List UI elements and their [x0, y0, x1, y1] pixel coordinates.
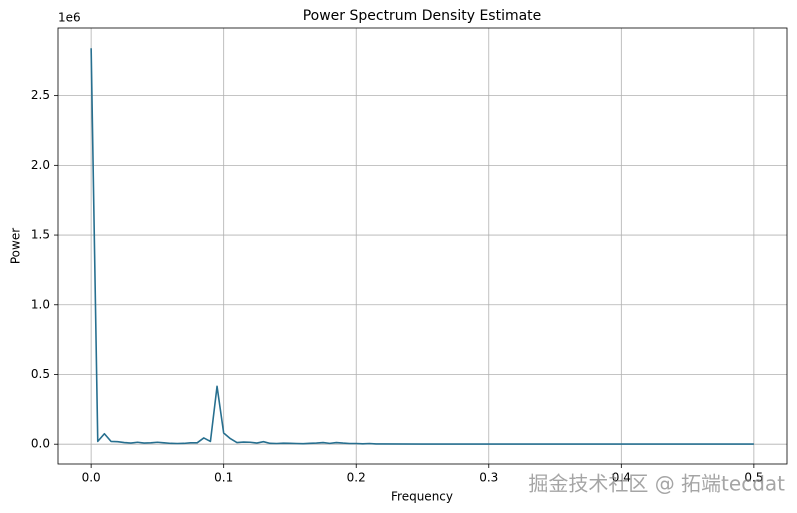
x-axis-label: Frequency [391, 490, 453, 504]
x-tick-label: 0.3 [479, 471, 498, 485]
watermark: 掘金技术社区 @ 拓端tecdat [528, 472, 785, 496]
x-tick-label: 0.1 [214, 471, 233, 485]
x-tick-label: 0.5 [744, 471, 763, 485]
y-tick-label: 2.0 [31, 158, 50, 172]
y-tick-label: 1.5 [31, 228, 50, 242]
y-offset-label: 1e6 [58, 11, 81, 25]
x-tick-label: 0.4 [612, 471, 631, 485]
y-tick-label: 1.0 [31, 297, 50, 311]
x-tick-label: 0.2 [347, 471, 366, 485]
data-line [90, 48, 754, 445]
axes-frame [57, 27, 788, 465]
x-tick-label: 0.0 [82, 471, 101, 485]
plot-area: 0.0 0.1 0.2 0.3 0.4 0.5 0.0 0.5 1.0 1.5 2.0 2.5 [31, 27, 788, 485]
y-tick-label: 2.5 [31, 88, 50, 102]
chart-title: Power Spectrum Density Estimate [303, 8, 542, 24]
y-axis-label: Power [9, 228, 23, 264]
y-tick-label: 0.0 [31, 437, 50, 451]
y-tick-label: 0.5 [31, 367, 50, 381]
